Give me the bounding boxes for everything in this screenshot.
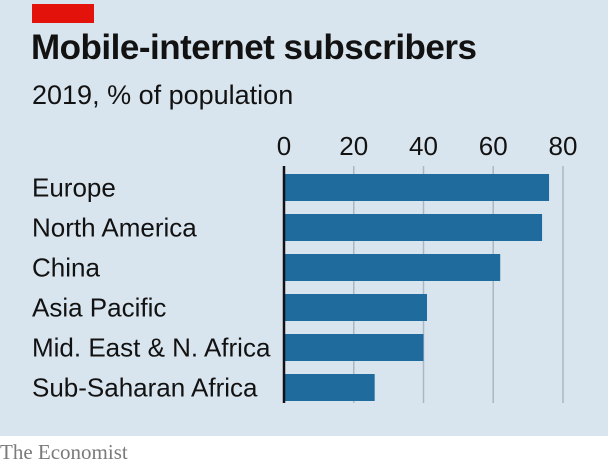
bar	[284, 174, 550, 201]
x-tick-label: 60	[479, 131, 508, 161]
x-tick-label: 0	[277, 131, 291, 161]
chart-subtitle: 2019, % of population	[32, 80, 294, 110]
bar	[284, 294, 427, 321]
category-label: North America	[32, 213, 197, 243]
bar	[284, 334, 424, 361]
brand-tag	[32, 4, 94, 23]
chart-title: Mobile-internet subscribers	[31, 28, 477, 67]
x-tick-labels: 0 20 40 60 80	[277, 131, 578, 161]
category-label: Mid. East & N. Africa	[32, 333, 271, 363]
bar	[284, 254, 501, 281]
x-tick-label: 40	[409, 131, 438, 161]
bar-chart: 0 20 40 60 80 Europe North America China Asia P…	[32, 131, 578, 403]
source-credit: The Economist	[0, 440, 128, 464]
bar	[284, 214, 543, 241]
gridlines	[353, 166, 564, 403]
bars	[284, 174, 550, 401]
x-tick-label: 80	[549, 131, 578, 161]
x-tick-label: 20	[339, 131, 368, 161]
category-label: Asia Pacific	[32, 293, 166, 323]
category-label: Europe	[32, 173, 116, 203]
bar	[284, 374, 375, 401]
category-label: Sub-Saharan Africa	[32, 373, 258, 403]
category-labels: Europe North America China Asia Pacific Mid.…	[32, 173, 271, 403]
category-label: China	[32, 253, 100, 283]
